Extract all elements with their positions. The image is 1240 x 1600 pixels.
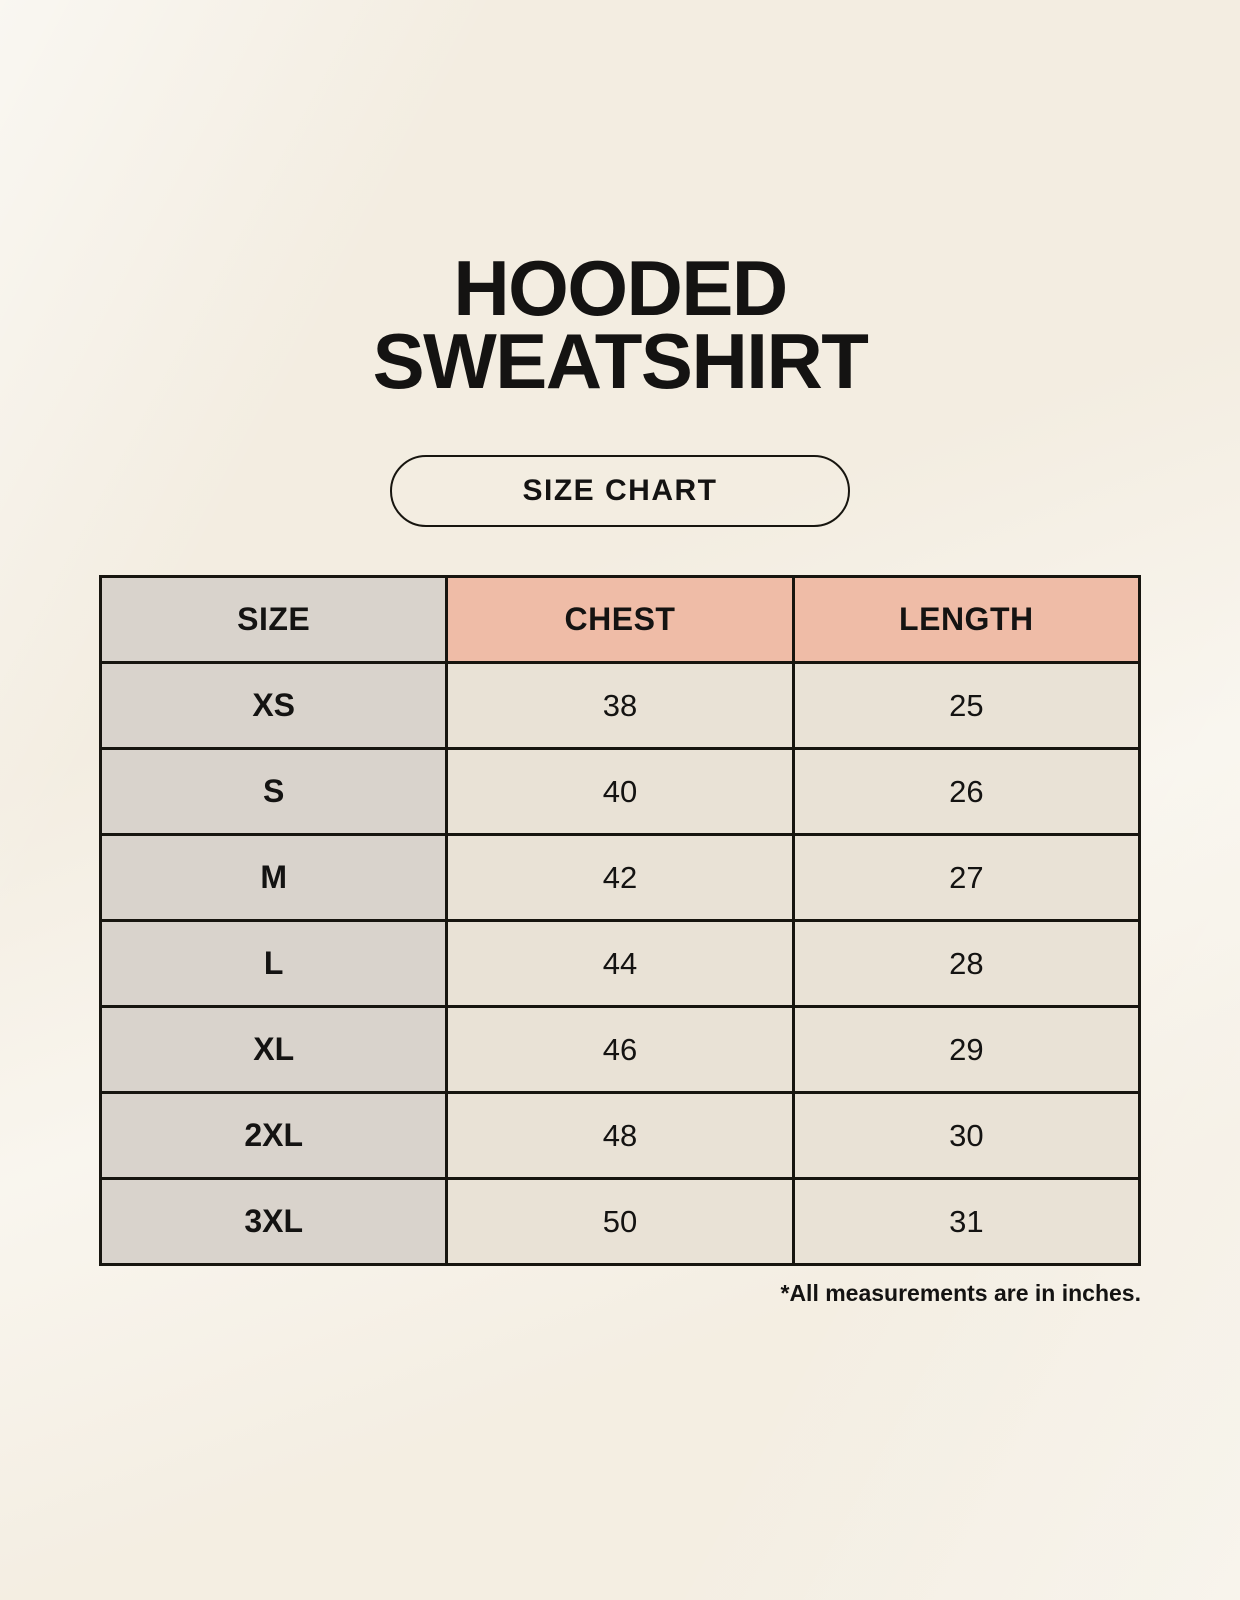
- table-row: 2XL 48 30: [98, 1091, 1142, 1181]
- row-label: 3XL: [98, 1177, 449, 1267]
- table-header-row: SIZE CHEST LENGTH: [98, 575, 1142, 665]
- table-row: 3XL 50 31: [98, 1177, 1142, 1267]
- header-cell-size: SIZE: [98, 575, 449, 665]
- chest-value: 38: [445, 661, 795, 751]
- size-chart-button[interactable]: SIZE CHART: [390, 455, 850, 528]
- row-label: XS: [98, 661, 449, 751]
- chest-value: 44: [445, 919, 795, 1009]
- length-value: 25: [791, 661, 1142, 751]
- row-label: L: [98, 919, 449, 1009]
- table-row: S 40 26: [98, 747, 1142, 837]
- size-table: SIZE CHEST LENGTH XS 38 25 S 40 26 M 42 …: [98, 575, 1142, 1267]
- page-title-line-2: SWEATSHIRT: [372, 316, 869, 405]
- table-row: XL 46 29: [98, 1005, 1142, 1095]
- length-value: 31: [791, 1177, 1142, 1267]
- length-value: 29: [791, 1005, 1142, 1095]
- chest-value: 46: [445, 1005, 795, 1095]
- header-cell-chest: CHEST: [445, 575, 795, 665]
- row-label: M: [98, 833, 449, 923]
- table-row: L 44 28: [98, 919, 1142, 1009]
- chest-value: 48: [445, 1091, 795, 1181]
- header-cell-length: LENGTH: [791, 575, 1142, 665]
- row-label: S: [98, 747, 449, 837]
- row-label: 2XL: [98, 1091, 449, 1181]
- table-row: M 42 27: [98, 833, 1142, 923]
- chest-value: 50: [445, 1177, 795, 1267]
- chest-value: 42: [445, 833, 795, 923]
- length-value: 28: [791, 919, 1142, 1009]
- page-title: HOODED SWEATSHIRT: [0, 0, 1240, 405]
- row-label: XL: [98, 1005, 449, 1095]
- chest-value: 40: [445, 747, 795, 837]
- table-row: XS 38 25: [98, 661, 1142, 751]
- length-value: 30: [791, 1091, 1142, 1181]
- measurements-footnote: *All measurements are in inches.: [780, 1280, 1142, 1307]
- length-value: 27: [791, 833, 1142, 923]
- page-title-line-1: HOODED: [453, 244, 788, 332]
- length-value: 26: [791, 747, 1142, 837]
